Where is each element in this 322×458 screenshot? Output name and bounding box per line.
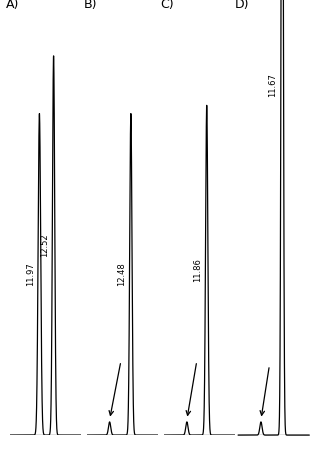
- Text: C): C): [161, 0, 174, 11]
- Text: 11.86: 11.86: [193, 258, 202, 282]
- Text: 12.48: 12.48: [117, 262, 126, 286]
- Text: 12.52: 12.52: [40, 234, 49, 257]
- Text: B): B): [83, 0, 97, 11]
- Text: A): A): [6, 0, 20, 11]
- Text: 11.67: 11.67: [269, 73, 278, 97]
- Text: D): D): [235, 0, 249, 11]
- Text: 11.97: 11.97: [26, 262, 35, 286]
